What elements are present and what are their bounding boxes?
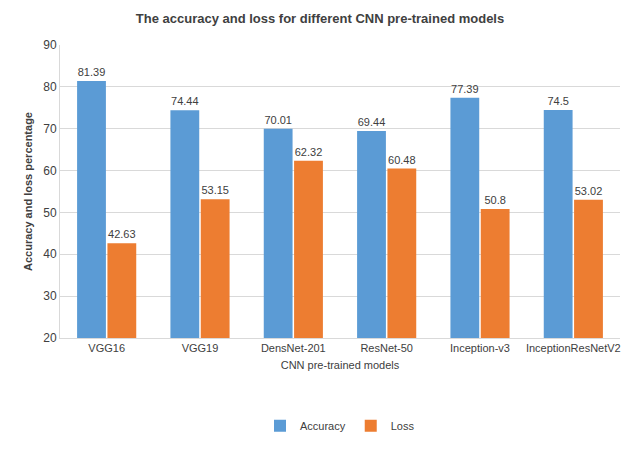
- svg-text:40: 40: [43, 247, 57, 261]
- svg-text:70: 70: [43, 122, 57, 136]
- svg-text:VGG19: VGG19: [182, 342, 219, 354]
- svg-text:50: 50: [43, 206, 57, 220]
- svg-text:InceptionResNetV2: InceptionResNetV2: [526, 342, 621, 354]
- svg-text:Accuracy: Accuracy: [300, 420, 346, 432]
- svg-text:VGG16: VGG16: [88, 342, 125, 354]
- svg-text:42.63: 42.63: [108, 228, 136, 240]
- svg-text:30: 30: [43, 289, 57, 303]
- svg-text:DensNet-201: DensNet-201: [261, 342, 326, 354]
- svg-text:20: 20: [43, 331, 57, 345]
- svg-text:The accuracy and loss for diff: The accuracy and loss for different CNN …: [136, 11, 504, 26]
- svg-text:60.48: 60.48: [388, 154, 416, 166]
- svg-text:70.01: 70.01: [264, 114, 292, 126]
- svg-text:60: 60: [43, 164, 57, 178]
- svg-text:74.44: 74.44: [171, 95, 199, 107]
- svg-text:Inception-v3: Inception-v3: [450, 342, 510, 354]
- svg-text:62.32: 62.32: [295, 146, 323, 158]
- svg-text:ResNet-50: ResNet-50: [360, 342, 413, 354]
- svg-text:74.5: 74.5: [547, 95, 568, 107]
- svg-text:CNN pre-trained models: CNN pre-trained models: [281, 359, 400, 371]
- svg-text:81.39: 81.39: [78, 66, 106, 78]
- svg-text:Loss: Loss: [391, 420, 415, 432]
- svg-text:50.8: 50.8: [484, 194, 505, 206]
- svg-text:90: 90: [43, 38, 57, 52]
- svg-text:80: 80: [43, 80, 57, 94]
- svg-text:69.44: 69.44: [358, 116, 386, 128]
- svg-text:53.15: 53.15: [201, 184, 229, 196]
- svg-text:53.02: 53.02: [575, 185, 603, 197]
- svg-text:Accuracy and loss percentage: Accuracy and loss percentage: [22, 112, 34, 271]
- svg-text:77.39: 77.39: [451, 83, 479, 95]
